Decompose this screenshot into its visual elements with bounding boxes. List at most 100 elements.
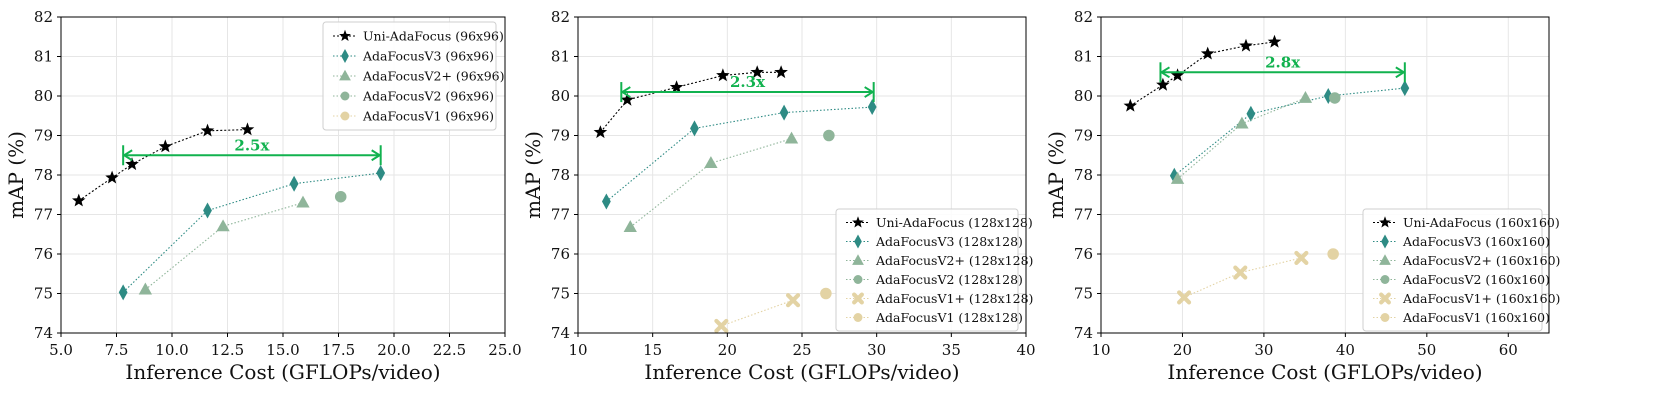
legend-marker-uni-adafocus-128x128 (852, 216, 864, 228)
legend-marker-adafocusv1-160x160 (1379, 292, 1391, 305)
y-tick-label: 79 (34, 127, 53, 145)
legend-marker-adafocusv2-128x128 (852, 254, 864, 265)
legend-label: AdaFocusV2 (160x160) (1402, 272, 1550, 287)
arrow-head-right (864, 86, 875, 98)
speedup-label: 2.8x (1265, 53, 1301, 71)
arrow-head-left (620, 86, 631, 98)
legend-marker-adafocusv1-160x160 (1380, 313, 1390, 322)
speedup-annotation: 2.5x (122, 136, 382, 166)
y-tick-label: 76 (1074, 245, 1093, 263)
x-tick-label: 15 (643, 341, 662, 359)
legend-label: AdaFocusV1+ (128x128) (875, 291, 1033, 306)
data-point-uni-adafocus-160x160 (1156, 77, 1170, 91)
data-point-uni-adafocus-128x128 (750, 65, 764, 79)
data-point-adafocusv3-96x96 (376, 165, 386, 182)
legend-label: Uni-AdaFocus (96x96) (363, 29, 504, 44)
data-point-uni-adafocus-96x96 (200, 123, 215, 137)
x-tick-label: 10 (1091, 341, 1110, 359)
legend-label: AdaFocusV3 (128x128) (875, 234, 1023, 249)
y-tick-label: 80 (551, 87, 570, 105)
y-tick-label: 78 (1074, 166, 1093, 184)
legend-marker-adafocusv2-160x160 (1380, 275, 1390, 284)
data-point-adafocusv2-96x96 (138, 282, 153, 295)
x-tick-label: 17.5 (322, 341, 355, 359)
data-point-adafocusv1-128x128 (785, 293, 801, 308)
data-point-adafocusv1-160x160 (1327, 248, 1339, 260)
data-point-uni-adafocus-96x96 (72, 193, 86, 207)
data-point-adafocusv3-160x160 (1323, 88, 1333, 104)
series-line-adafocusv1-128x128 (721, 299, 794, 327)
arrow-head-right (1395, 66, 1406, 79)
x-tick-label: 60 (1499, 341, 1518, 359)
data-point-adafocusv3-128x128 (867, 99, 877, 116)
legend-box (322, 21, 497, 131)
legend-marker-adafocusv1-96x96 (340, 111, 350, 121)
arrow-head-right (371, 149, 382, 162)
data-point-uni-adafocus-160x160 (1123, 98, 1138, 112)
series-line-uni-adafocus-96x96 (78, 129, 248, 202)
data-point-uni-adafocus-128x128 (716, 68, 730, 82)
legend-marker-uni-adafocus-160x160 (1379, 216, 1391, 228)
chart-panel-1: 2.5x 5.0 7.5 10.0 12.5 15.0 17.5 20.0 22.5 25.0 74… (4, 8, 522, 384)
x-tick-label: 50 (1417, 341, 1436, 359)
y-tick-label: 74 (34, 324, 53, 342)
x-axis-label: Inference Cost (GFLOPs/video) (644, 360, 959, 384)
x-axis-label: Inference Cost (GFLOPs/video) (1167, 360, 1482, 384)
legend-marker-adafocusv1-128x128 (853, 313, 863, 322)
data-point-adafocusv2-160x160 (1170, 171, 1185, 184)
data-point-adafocusv2-160x160 (1329, 92, 1341, 104)
legend: Uni-AdaFocus (96x96) AdaFocusV3 (96x96) Ad… (322, 21, 505, 131)
legend-label: AdaFocusV1+ (160x160) (1402, 291, 1560, 306)
x-tick-label: 20 (718, 341, 737, 359)
plot-area (72, 122, 386, 301)
x-tick-label: 30 (1254, 341, 1273, 359)
y-tick-label: 82 (34, 8, 53, 26)
series-line-adafocusv3-160x160 (1173, 87, 1405, 177)
x-tick-label: 5.0 (49, 341, 73, 359)
legend-label: AdaFocusV2+ (128x128) (875, 253, 1033, 268)
data-point-uni-adafocus-160x160 (1267, 34, 1282, 48)
data-point-adafocusv2-128x128 (623, 220, 637, 233)
data-point-uni-adafocus-96x96 (125, 157, 139, 171)
data-point-uni-adafocus-96x96 (240, 122, 255, 136)
plot-area (593, 65, 877, 333)
y-axis-label: mAP (%) (521, 131, 545, 219)
speedup-label: 2.3x (730, 73, 766, 91)
x-tick-label: 12.5 (211, 341, 244, 359)
y-tick-label: 74 (551, 324, 570, 342)
legend-label: AdaFocusV1 (128x128) (875, 310, 1023, 325)
legend-label: AdaFocusV2 (96x96) (362, 89, 494, 104)
data-point-adafocusv2-128x128 (823, 129, 835, 142)
data-point-adafocusv3-96x96 (289, 175, 299, 192)
y-tick-label: 81 (551, 48, 570, 66)
speedup-annotation: 2.8x (1159, 53, 1406, 83)
legend-label: AdaFocusV2+ (160x160) (1402, 253, 1560, 268)
y-tick-label: 75 (1074, 285, 1093, 303)
y-tick-label: 80 (34, 87, 53, 105)
legend: Uni-AdaFocus (160x160) AdaFocusV3 (160x16… (1362, 208, 1560, 332)
series-line-adafocusv2-96x96 (145, 202, 304, 291)
arrow-head-left (122, 149, 133, 162)
data-point-uni-adafocus-160x160 (1200, 46, 1215, 60)
data-point-adafocusv2-96x96 (334, 190, 347, 203)
x-tick-label: 15.0 (266, 341, 299, 359)
legend-marker-uni-adafocus-96x96 (339, 29, 351, 41)
y-tick-label: 79 (1074, 127, 1093, 145)
x-tick-label: 40 (1336, 341, 1355, 359)
legend-marker-adafocusv3-160x160 (1381, 234, 1389, 249)
data-point-adafocusv1-160x160 (1294, 250, 1309, 266)
data-point-adafocusv3-128x128 (690, 120, 699, 137)
data-point-uni-adafocus-128x128 (669, 80, 684, 94)
data-point-adafocusv3-128x128 (601, 193, 611, 210)
data-point-adafocusv3-128x128 (779, 104, 789, 121)
data-point-adafocusv3-160x160 (1246, 105, 1256, 122)
data-point-adafocusv3-96x96 (203, 202, 212, 219)
x-tick-label: 20 (1173, 341, 1192, 359)
legend-label: Uni-AdaFocus (160x160) (1403, 215, 1560, 230)
y-tick-label: 75 (34, 285, 53, 303)
legend-label: AdaFocusV1 (160x160) (1402, 310, 1550, 325)
data-point-adafocusv2-128x128 (704, 156, 718, 169)
series-line-adafocusv2-160x160 (1177, 97, 1306, 180)
y-tick-label: 78 (34, 166, 53, 184)
